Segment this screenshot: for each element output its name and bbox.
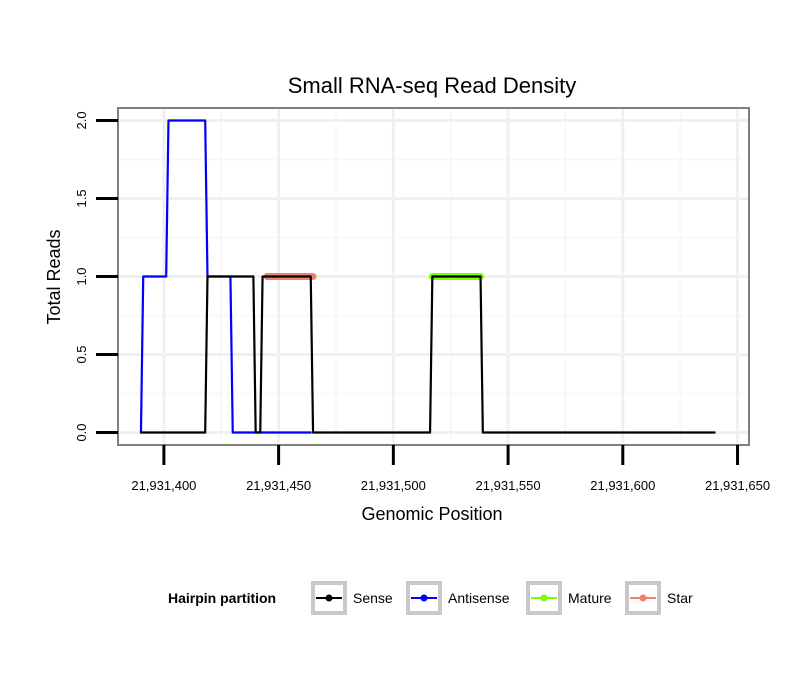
legend-key-dot <box>540 594 548 602</box>
legend-item-mature: Mature <box>526 581 612 615</box>
legend-item-antisense: Antisense <box>406 581 510 615</box>
legend-key-dot <box>325 594 333 602</box>
chart-title: Small RNA-seq Read Density <box>288 73 577 98</box>
y-tick-label: 2.0 <box>74 111 89 129</box>
grid-minor <box>119 109 748 444</box>
x-tick-label: 21,931,400 <box>131 478 196 493</box>
legend-item-sense: Sense <box>311 581 393 615</box>
y-tick-label: 0.5 <box>74 345 89 363</box>
legend-label: Antisense <box>448 590 510 606</box>
x-tick-label: 21,931,550 <box>476 478 541 493</box>
y-tick-label: 1.5 <box>74 189 89 207</box>
x-axis-title: Genomic Position <box>361 504 502 524</box>
x-tick-label: 21,931,600 <box>590 478 655 493</box>
x-tick-label: 21,931,450 <box>246 478 311 493</box>
x-axis: 21,931,400 21,931,450 21,931,500 21,931,550… <box>131 445 770 493</box>
legend-label: Star <box>667 590 693 606</box>
legend-key-dot <box>639 594 647 602</box>
legend: Hairpin partition Sense Antisense Mature St… <box>168 581 693 615</box>
legend-item-star: Star <box>625 581 693 615</box>
y-axis-title: Total Reads <box>44 229 64 324</box>
x-tick-label: 21,931,500 <box>361 478 426 493</box>
series-layer <box>139 119 716 434</box>
y-tick-label: 0.0 <box>74 423 89 441</box>
legend-label: Sense <box>353 590 393 606</box>
series-line-sense <box>139 275 716 434</box>
legend-key-dot <box>420 594 428 602</box>
y-axis: 0.0 0.5 1.0 1.5 2.0 <box>74 111 118 442</box>
y-tick-label: 1.0 <box>74 267 89 285</box>
legend-title: Hairpin partition <box>168 590 276 606</box>
x-tick-label: 21,931,650 <box>705 478 770 493</box>
legend-label: Mature <box>568 590 612 606</box>
